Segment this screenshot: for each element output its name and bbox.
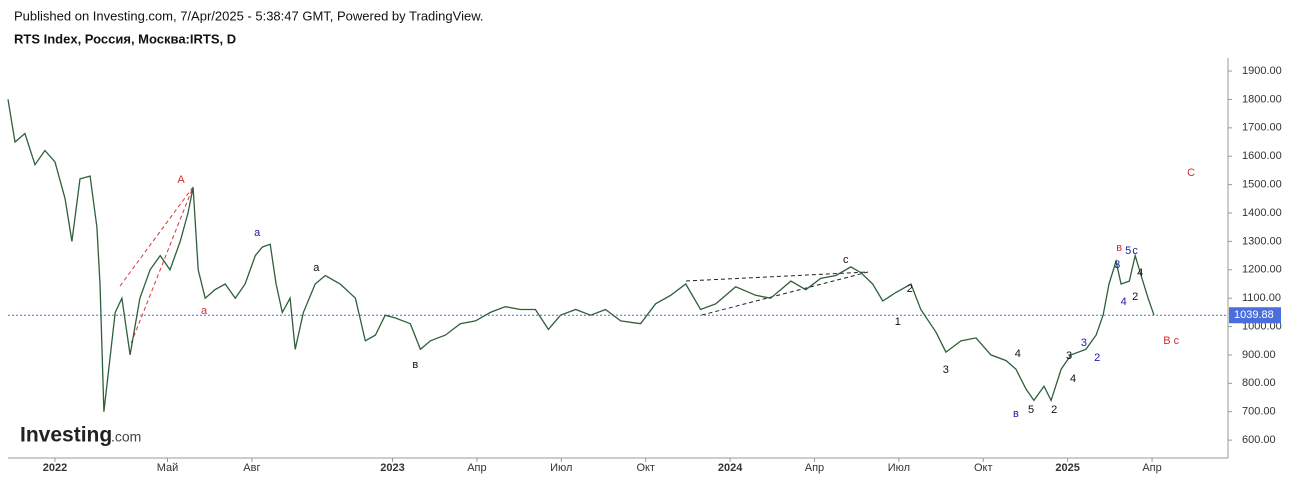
x-tick-label: 2024 xyxy=(718,462,743,474)
y-tick-label: 1400.00 xyxy=(1242,207,1282,219)
x-tick-label: Апр xyxy=(1142,462,1161,474)
wave-label: c xyxy=(1132,245,1138,257)
y-tick-label: 800.00 xyxy=(1242,377,1276,389)
x-tick-label: Апр xyxy=(467,462,486,474)
wave-label: 2 xyxy=(1094,352,1100,364)
y-tick-label: 600.00 xyxy=(1242,434,1276,446)
wave-label: A xyxy=(177,174,185,186)
wave-label: a xyxy=(313,262,320,274)
y-tick-label: 700.00 xyxy=(1242,406,1276,418)
y-tick-label: 1000.00 xyxy=(1242,320,1282,332)
x-tick-label: 2022 xyxy=(43,462,67,474)
y-tick-label: 1800.00 xyxy=(1242,93,1282,105)
y-tick-label: 1100.00 xyxy=(1242,292,1281,304)
x-tick-label: Июл xyxy=(550,462,572,474)
x-tick-label: Окт xyxy=(974,462,993,474)
y-tick-label: 900.00 xyxy=(1242,349,1276,361)
x-tick-label: Июл xyxy=(888,462,910,474)
wedge-red xyxy=(119,186,194,347)
x-tick-label: Авг xyxy=(243,462,260,474)
last-price-label: 1039.88 xyxy=(1234,309,1274,321)
wave-label: B c xyxy=(1163,335,1179,347)
y-tick-label: 1300.00 xyxy=(1242,235,1282,247)
wave-label: 2 xyxy=(907,283,913,295)
y-tick-label: 1200.00 xyxy=(1242,264,1282,276)
x-tick-label: Май xyxy=(157,462,179,474)
wave-label: 3 xyxy=(1114,259,1120,271)
watermark-logo: Investing xyxy=(20,424,112,447)
wave-label: a xyxy=(201,305,208,317)
wave-label: 2 xyxy=(1132,291,1138,303)
wedge-black xyxy=(685,271,869,316)
y-tick-label: 1600.00 xyxy=(1242,150,1282,162)
wave-label: в xyxy=(1116,242,1122,254)
last-price-box xyxy=(1229,307,1281,324)
wave-label: 1 xyxy=(895,316,901,328)
published-note: Published on Investing.com, 7/Apr/2025 -… xyxy=(14,8,483,23)
wave-label: 4 xyxy=(1015,348,1021,360)
wave-label: в xyxy=(412,359,418,371)
wave-label: 2 xyxy=(1051,404,1057,416)
wave-label: 4 xyxy=(1121,296,1127,308)
y-tick-label: 1700.00 xyxy=(1242,122,1282,134)
x-tick-label: 2023 xyxy=(380,462,404,474)
wave-guides xyxy=(119,186,869,347)
watermark-suffix: .com xyxy=(111,429,141,445)
price-line xyxy=(7,99,1155,412)
wave-label: 4 xyxy=(1137,267,1143,279)
wave-label: 4 xyxy=(1070,373,1076,385)
wave-label: 3 xyxy=(1081,337,1087,349)
x-tick-label: Апр xyxy=(805,462,824,474)
wave-label: c xyxy=(843,254,849,266)
wave-label: a xyxy=(254,227,261,239)
wave-label: 5 xyxy=(1125,245,1131,257)
symbol-title: RTS Index, Россия, Москва:IRTS, D xyxy=(14,31,236,46)
y-tick-label: 1900.00 xyxy=(1242,65,1282,77)
wave-label: 5 xyxy=(1028,404,1034,416)
wave-label: C xyxy=(1187,167,1195,179)
wave-label: в xyxy=(1013,408,1019,420)
wave-label: 3 xyxy=(1066,350,1072,362)
x-tick-label: 2025 xyxy=(1055,462,1079,474)
x-tick-label: Окт xyxy=(636,462,655,474)
wave-label: 3 xyxy=(943,364,949,376)
y-tick-label: 1500.00 xyxy=(1242,179,1282,191)
